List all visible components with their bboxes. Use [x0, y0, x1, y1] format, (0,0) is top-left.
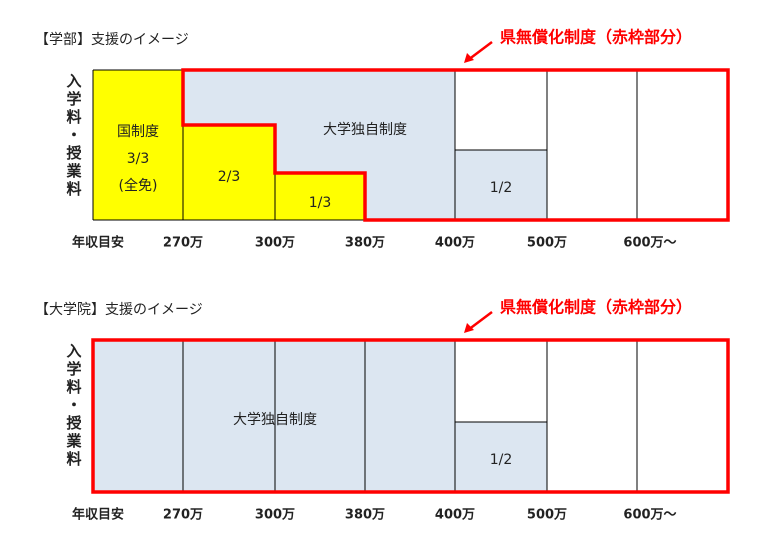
income-level: 600万～ [623, 236, 676, 251]
section: 【大学院】支援のイメージ 県無償化制度（赤枠部分）入学料・授業料 大学独自制度1/2… [35, 298, 730, 523]
national-area [93, 70, 183, 220]
income-level: 500万 [527, 236, 567, 251]
univ-area [93, 340, 455, 492]
axis-label: 入学料・授業料 [65, 73, 83, 199]
section: 【学部】支援のイメージ 県無償化制度（赤枠部分） 入学料・授業料 国制度 3/3 (全免)… [35, 28, 730, 251]
income-level: 300万 [255, 236, 295, 251]
income-label: 年収目安 [72, 235, 124, 251]
section-title: 【学部】支援のイメージ [35, 32, 189, 48]
income-label: 年収目安 [72, 507, 124, 523]
two-thirds-area [183, 125, 275, 220]
income-level: 380万 [345, 508, 385, 523]
region-label: 国制度 [117, 124, 159, 140]
region-label: (全免) [119, 177, 158, 194]
one-third-area [275, 173, 365, 220]
region-label: 3/3 [127, 151, 150, 167]
region-label: 2/3 [218, 169, 241, 185]
region-label: 大学独自制度 [323, 122, 407, 138]
red-frame [181, 68, 730, 222]
income-level: 400万 [435, 508, 475, 523]
half-area [455, 422, 547, 492]
arrow-head [464, 53, 474, 63]
region-label: 1/3 [309, 195, 332, 211]
income-level: 500万 [527, 508, 567, 523]
half-area [455, 150, 547, 220]
axis-label: 入学料・授業料 [65, 343, 83, 469]
arrow [467, 311, 493, 331]
income-level: 380万 [345, 236, 385, 251]
annotation: 県無償化制度（赤枠部分） [500, 28, 692, 47]
red-frame [91, 338, 730, 494]
region-label: 1/2 [490, 452, 513, 468]
arrow-head [464, 323, 474, 333]
arrow [467, 41, 493, 61]
income-level: 400万 [435, 236, 475, 251]
section-title: 【大学院】支援のイメージ [35, 302, 203, 318]
income-level: 300万 [255, 508, 295, 523]
region-label: 1/2 [490, 180, 513, 196]
income-level: 600万～ [623, 508, 676, 523]
income-level: 270万 [163, 508, 203, 523]
income-level: 270万 [163, 236, 203, 251]
annotation: 県無償化制度（赤枠部分） [500, 298, 692, 317]
